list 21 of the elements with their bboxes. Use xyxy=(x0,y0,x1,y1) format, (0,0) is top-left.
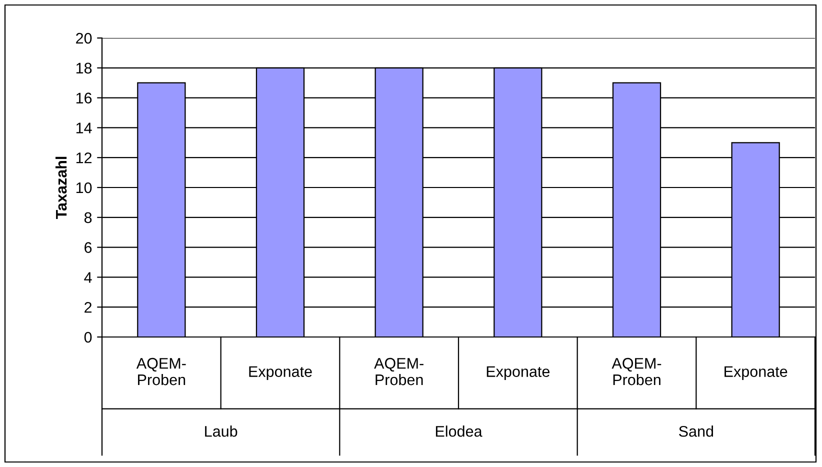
y-tick-label: 4 xyxy=(84,272,92,283)
text: Laub xyxy=(205,426,238,437)
y-tick-label: 18 xyxy=(76,62,92,74)
x-tick-label: AQEM-Proben xyxy=(612,358,662,386)
y-tick-label: 6 xyxy=(84,242,92,253)
y-tick-label: 20 xyxy=(76,32,92,44)
x-tick-label: AQEM-Proben xyxy=(374,358,424,386)
y-tick-label: 12 xyxy=(76,152,92,164)
y-tick-label: 10 xyxy=(76,182,92,194)
x-tick-label: AQEM-Proben xyxy=(136,358,186,386)
y-axis-title: Taxazahl xyxy=(55,156,67,220)
y-tick-label: 16 xyxy=(76,92,92,104)
y-tick-label: 0 xyxy=(84,332,92,343)
y-tick-label: 14 xyxy=(76,122,92,134)
x-tick-label: Exponate xyxy=(486,366,550,380)
x-tick-label: Exponate xyxy=(724,366,788,380)
text: Elodea xyxy=(436,426,482,437)
y-tick-label: 2 xyxy=(84,302,92,313)
text: Sand xyxy=(679,426,714,437)
y-tick-label: 8 xyxy=(84,212,92,224)
x-tick-label: Exponate xyxy=(249,366,312,380)
